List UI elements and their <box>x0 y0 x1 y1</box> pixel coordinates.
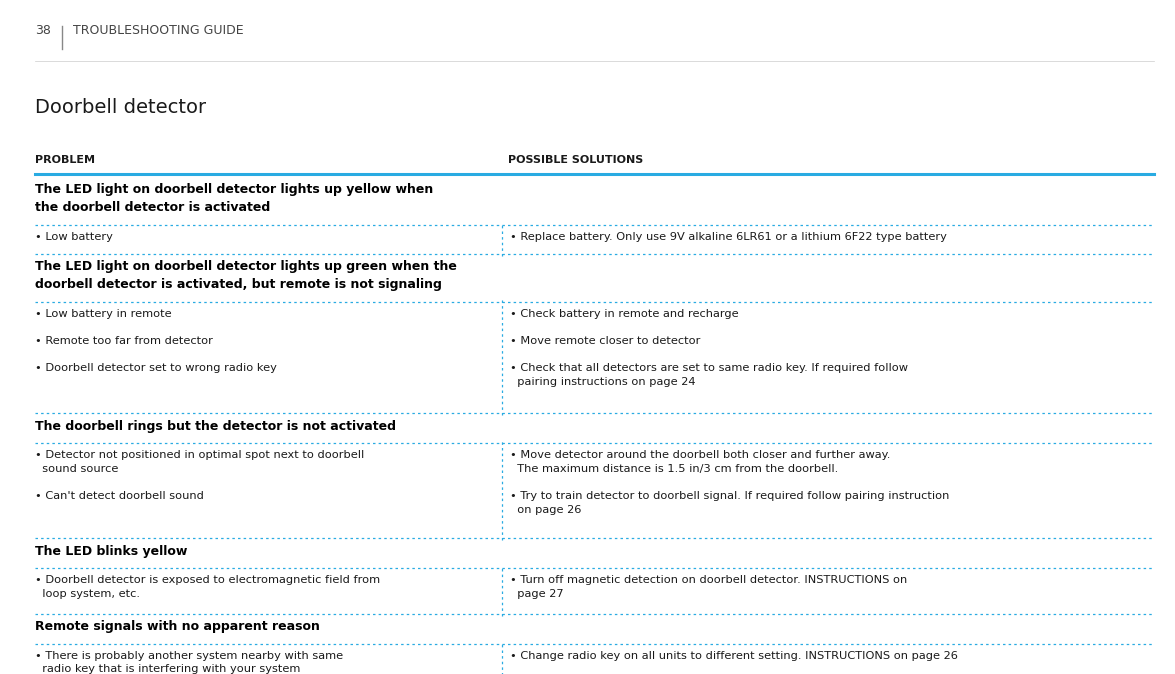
Text: • Change radio key on all units to different setting. INSTRUCTIONS on page 26: • Change radio key on all units to diffe… <box>510 650 958 661</box>
Text: The doorbell rings but the detector is not activated: The doorbell rings but the detector is n… <box>35 420 396 433</box>
Text: POSSIBLE SOLUTIONS: POSSIBLE SOLUTIONS <box>508 155 643 165</box>
Text: • Low battery: • Low battery <box>35 232 113 242</box>
Text: • Check battery in remote and recharge

• Move remote closer to detector

• Chec: • Check battery in remote and recharge •… <box>510 309 908 387</box>
Text: Doorbell detector: Doorbell detector <box>35 98 207 117</box>
Text: TROUBLESHOOTING GUIDE: TROUBLESHOOTING GUIDE <box>73 24 243 36</box>
Text: PROBLEM: PROBLEM <box>35 155 95 165</box>
Text: The LED light on doorbell detector lights up yellow when
the doorbell detector i: The LED light on doorbell detector light… <box>35 183 434 214</box>
Text: • Doorbell detector is exposed to electromagnetic field from
  loop system, etc.: • Doorbell detector is exposed to electr… <box>35 575 381 599</box>
Text: • There is probably another system nearby with same
  radio key that is interfer: • There is probably another system nearb… <box>35 650 343 674</box>
Text: The LED light on doorbell detector lights up green when the
doorbell detector is: The LED light on doorbell detector light… <box>35 260 457 291</box>
Text: Remote signals with no apparent reason: Remote signals with no apparent reason <box>35 620 320 634</box>
Text: • Move detector around the doorbell both closer and further away.
  The maximum : • Move detector around the doorbell both… <box>510 450 949 515</box>
Text: • Turn off magnetic detection on doorbell detector. INSTRUCTIONS on
  page 27: • Turn off magnetic detection on doorbel… <box>510 575 907 599</box>
Text: 38: 38 <box>35 24 52 36</box>
Text: • Replace battery. Only use 9V alkaline 6LR61 or a lithium 6F22 type battery: • Replace battery. Only use 9V alkaline … <box>510 232 947 242</box>
Text: • Low battery in remote

• Remote too far from detector

• Doorbell detector set: • Low battery in remote • Remote too far… <box>35 309 277 373</box>
Text: • Detector not positioned in optimal spot next to doorbell
  sound source

• Can: • Detector not positioned in optimal spo… <box>35 450 364 501</box>
Text: The LED blinks yellow: The LED blinks yellow <box>35 545 188 558</box>
